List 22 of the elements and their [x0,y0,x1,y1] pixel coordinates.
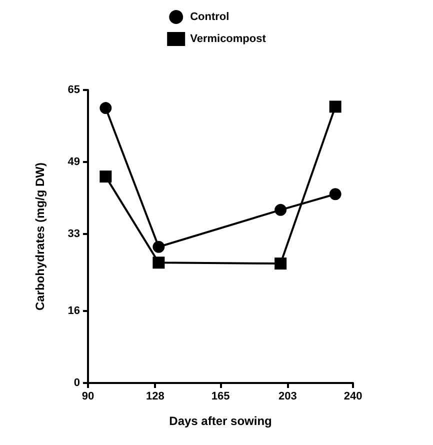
y-tick-label: 49 [68,156,80,168]
y-tick-label: 16 [68,304,80,317]
x-axis-title: Days after sowing [169,414,272,428]
point [329,100,342,113]
x-tick-label: 203 [278,390,297,402]
y-axis-title: Carbohydrates (mg/g DW) [33,162,47,311]
x-tick-label: 240 [344,390,362,402]
point [329,188,342,200]
point [152,256,165,269]
y-tick-label: 0 [74,377,80,389]
point [274,258,287,270]
point [100,170,112,183]
legend-label: Control [190,11,230,23]
legend-label: Vermicompost [190,33,266,45]
x-tick-label: 165 [211,390,230,402]
y-tick-label: 33 [68,228,80,240]
x-tick-label: 90 [82,390,94,402]
point [152,240,165,253]
point [274,204,287,216]
x-tick-label: 128 [146,390,164,402]
y-tick-label: 65 [68,84,80,96]
point [100,102,112,114]
